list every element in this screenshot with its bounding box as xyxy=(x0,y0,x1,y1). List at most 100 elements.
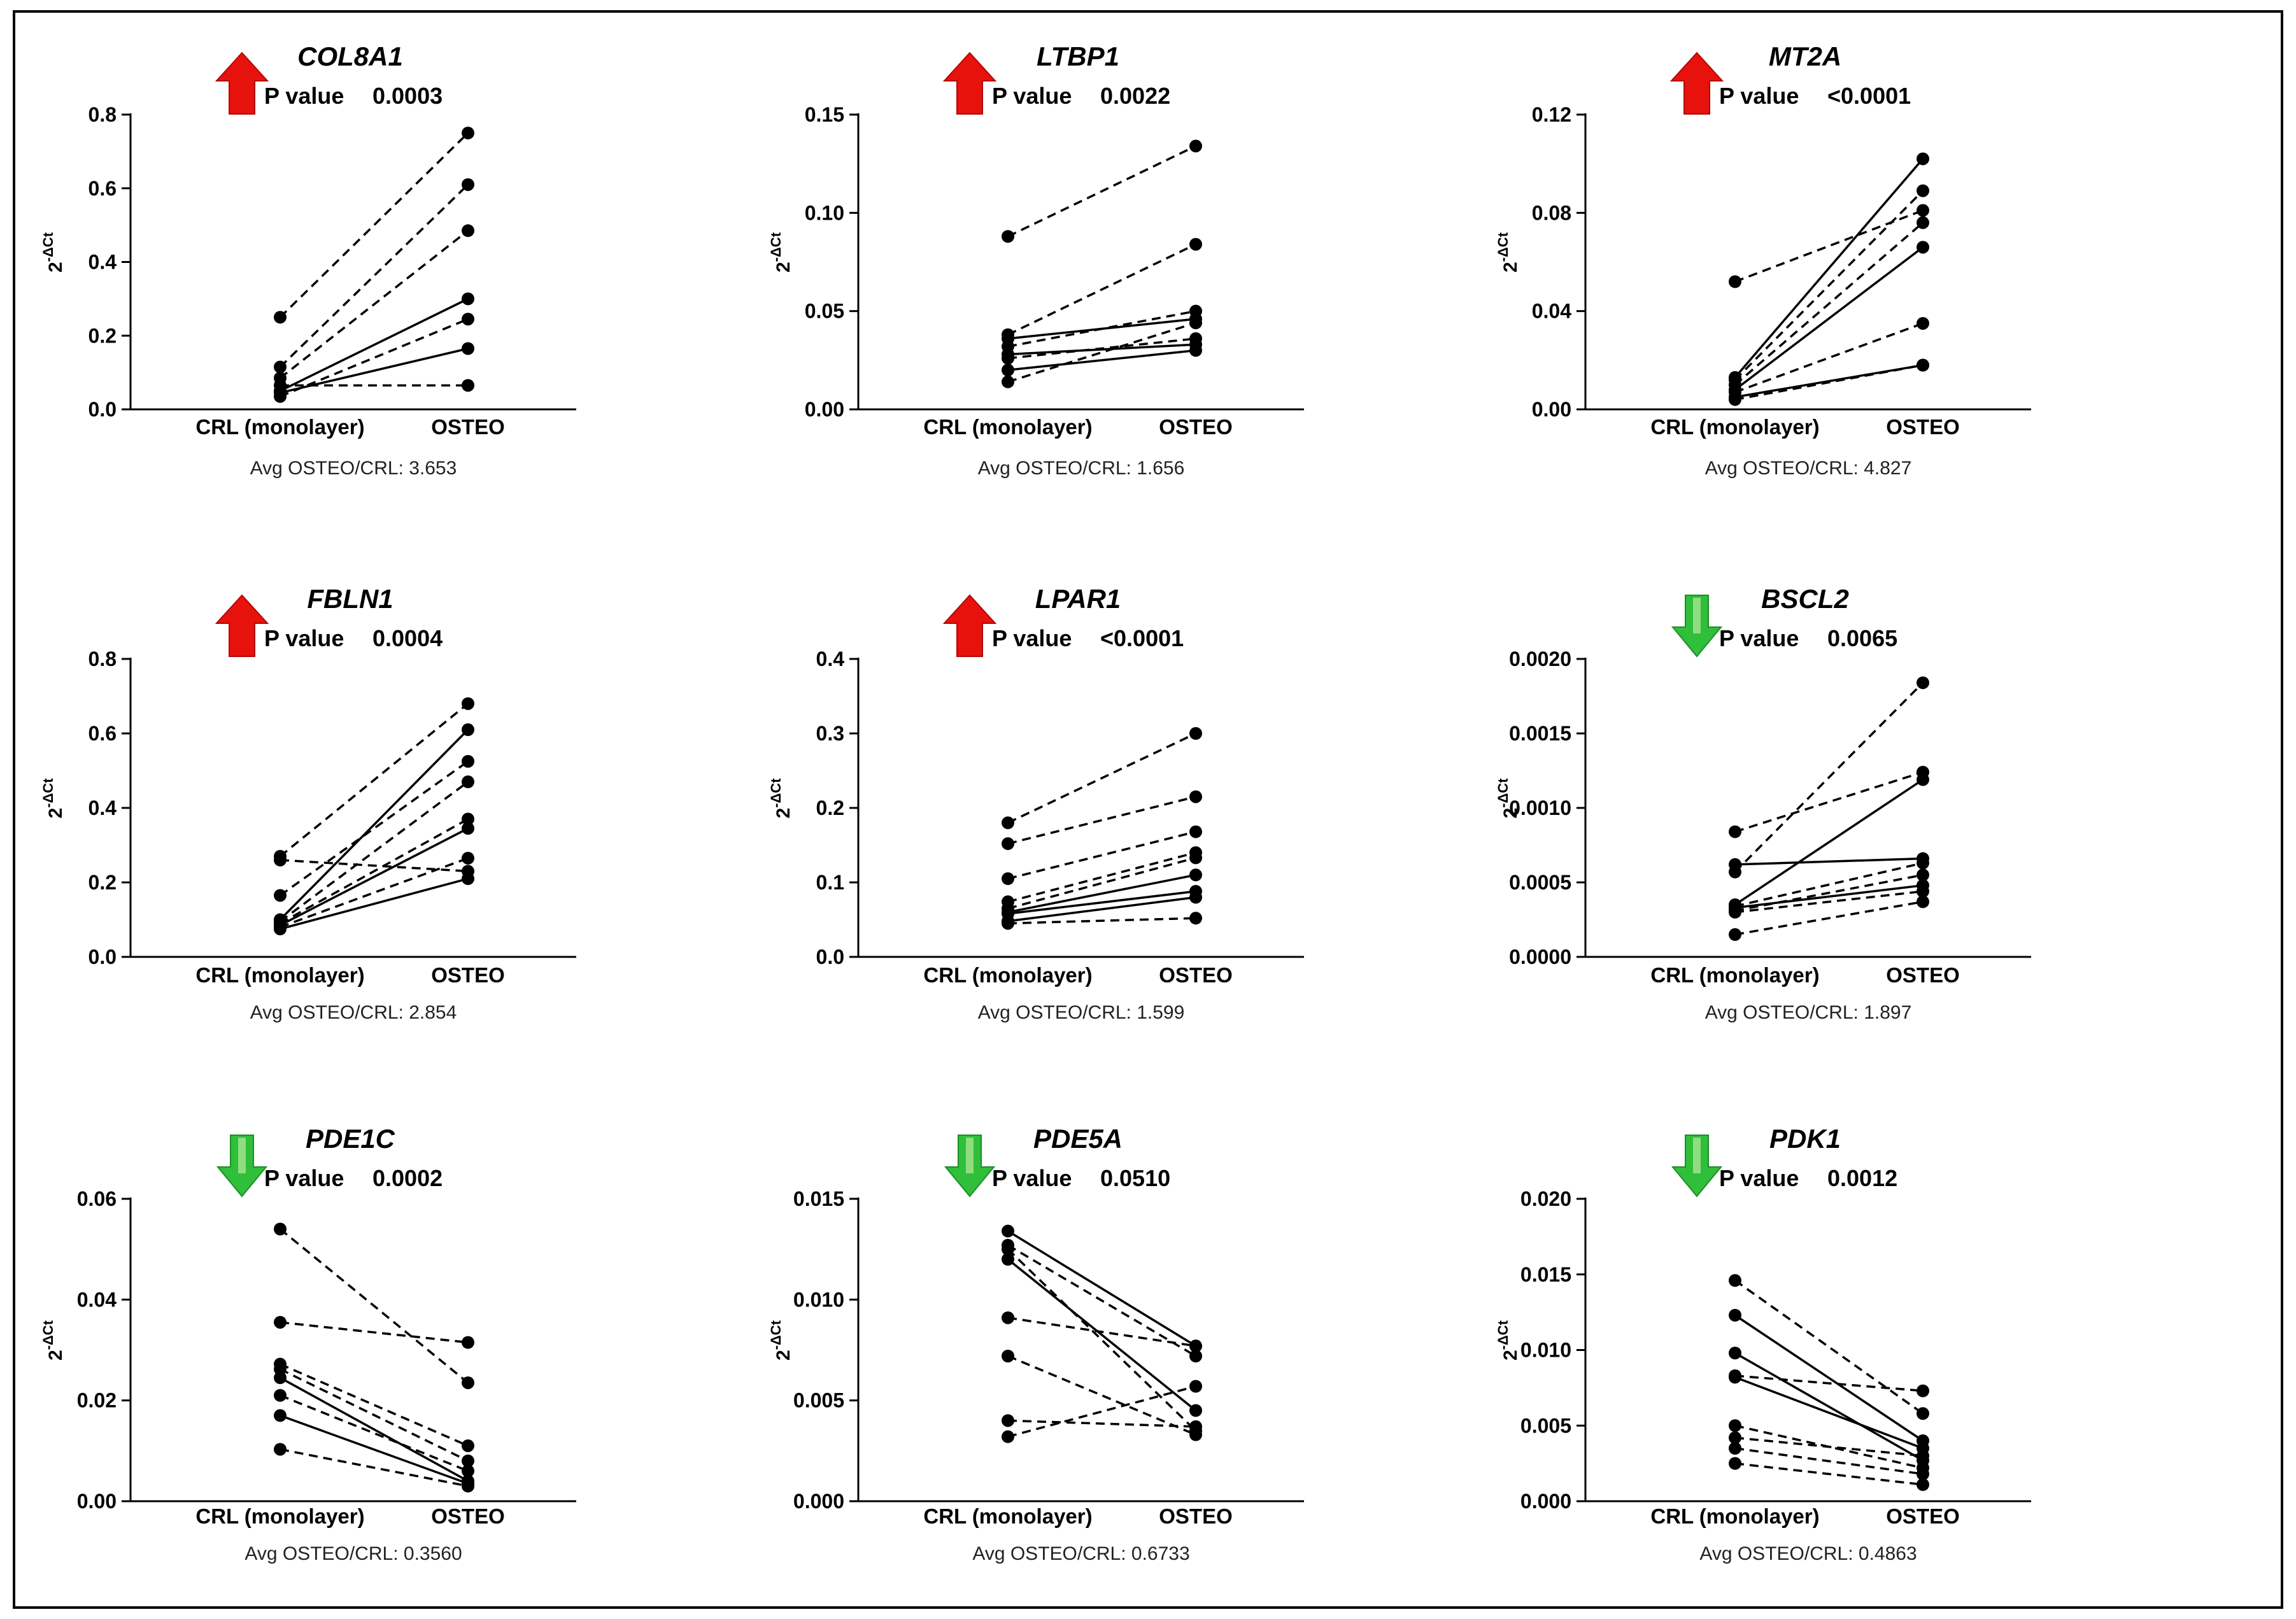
osteo-point xyxy=(462,1464,474,1478)
pair-line xyxy=(279,781,469,923)
y-tick-label: 0.3 xyxy=(816,722,844,745)
osteo-point xyxy=(1189,139,1202,153)
red-up-arrow-icon xyxy=(942,594,997,657)
osteo-point xyxy=(1189,790,1202,803)
x-category-crl: CRL (monolayer) xyxy=(195,963,364,987)
crl-point xyxy=(1729,1457,1741,1470)
pair-line xyxy=(1007,890,1196,915)
crl-point xyxy=(1002,364,1014,377)
crl-point xyxy=(1729,1441,1741,1455)
y-tick-label: 0.015 xyxy=(793,1187,844,1210)
y-axis-label: 2-ΔCt xyxy=(1495,232,1521,272)
y-tick-label: 0.0 xyxy=(816,945,844,968)
pair-line xyxy=(1007,1385,1196,1438)
osteo-point xyxy=(1189,1404,1202,1417)
pair-line xyxy=(1734,682,1924,873)
osteo-point xyxy=(1917,1449,1929,1462)
crl-point xyxy=(1729,905,1741,919)
gene-title: COL8A1 xyxy=(297,41,403,71)
p-value-label: P value xyxy=(992,83,1072,109)
crl-point xyxy=(1729,393,1741,406)
pair-line xyxy=(279,702,469,858)
pair-line xyxy=(1734,222,1924,386)
pair-line xyxy=(1007,1317,1196,1347)
y-tick-label: 0.6 xyxy=(89,177,117,200)
pair-line xyxy=(1734,1436,1924,1457)
pair-line xyxy=(1734,190,1924,381)
arrow-highlight xyxy=(1693,1138,1701,1173)
crl-point xyxy=(1729,825,1741,838)
y-tick-label: 0.2 xyxy=(816,796,844,819)
osteo-point xyxy=(1917,773,1929,786)
avg-ratio: Avg OSTEO/CRL: 2.854 xyxy=(250,1002,457,1023)
p-value-label: P value xyxy=(264,625,344,651)
pair-line xyxy=(279,1228,469,1384)
crl-point xyxy=(1002,872,1014,886)
osteo-point xyxy=(462,1454,474,1467)
x-category-crl: CRL (monolayer) xyxy=(923,415,1092,439)
osteo-point xyxy=(462,379,474,392)
y-tick-label: 0.000 xyxy=(793,1490,844,1513)
pair-line xyxy=(1007,1230,1196,1347)
pair-line xyxy=(1007,1258,1197,1411)
osteo-point xyxy=(1189,851,1202,865)
p-value-label: P value xyxy=(264,1165,344,1191)
y-axis-label: 2-ΔCt xyxy=(768,1320,794,1361)
p-value: 0.0065 xyxy=(1827,625,1897,651)
crl-point xyxy=(1002,230,1014,243)
crl-point xyxy=(1002,1224,1014,1238)
pair-line xyxy=(1734,900,1924,936)
osteo-point xyxy=(1917,184,1929,197)
osteo-point xyxy=(1189,727,1202,740)
chart-panel-col8a1: COL8A1 P value 0.0003 0.0 0.2 0.4 0.6 0.8 2-ΔCt C… xyxy=(40,41,576,479)
pair-line xyxy=(1734,322,1924,393)
osteo-point xyxy=(1189,825,1202,838)
y-tick-label: 0.04 xyxy=(77,1288,117,1311)
osteo-point xyxy=(1189,1380,1202,1393)
pair-line xyxy=(1007,343,1196,356)
pair-line xyxy=(1734,779,1924,906)
pair-line xyxy=(1734,771,1924,833)
y-axis-label: 2-ΔCt xyxy=(768,232,794,272)
pair-line xyxy=(279,728,469,921)
x-category-osteo: OSTEO xyxy=(1159,1504,1233,1528)
crl-point xyxy=(1002,1350,1014,1362)
osteo-point xyxy=(1189,1350,1202,1362)
avg-ratio: Avg OSTEO/CRL: 4.827 xyxy=(1705,458,1912,479)
pair-line xyxy=(280,1376,469,1482)
y-tick-label: 0.8 xyxy=(89,103,117,126)
pair-line xyxy=(1007,896,1196,923)
x-category-osteo: OSTEO xyxy=(431,963,505,987)
red-up-arrow-icon xyxy=(215,52,269,115)
pair-line xyxy=(280,818,469,924)
pair-line xyxy=(1007,243,1196,336)
osteo-point xyxy=(462,697,474,711)
y-axis-label: 2-ΔCt xyxy=(768,778,794,819)
pair-line xyxy=(280,1394,469,1473)
pair-line xyxy=(1007,318,1196,340)
arrow-highlight xyxy=(966,1138,974,1173)
pair-line xyxy=(1734,1352,1924,1462)
osteo-point xyxy=(462,723,474,737)
p-value-label: P value xyxy=(992,1165,1072,1191)
y-tick-label: 0.005 xyxy=(793,1389,844,1412)
pair-line xyxy=(280,1414,469,1485)
pair-line xyxy=(1734,1447,1924,1475)
crl-point xyxy=(274,311,287,324)
pair-line xyxy=(280,297,469,392)
crl-point xyxy=(1002,332,1014,345)
y-axis-label: 2-ΔCt xyxy=(40,1320,66,1361)
y-tick-label: 0.1 xyxy=(816,871,844,894)
y-tick-label: 0.0 xyxy=(89,398,117,421)
avg-ratio: Avg OSTEO/CRL: 1.897 xyxy=(1705,1002,1912,1023)
gene-title: PDE5A xyxy=(1033,1124,1123,1154)
crl-point xyxy=(274,360,287,374)
crl-point xyxy=(1002,348,1014,361)
p-value: <0.0001 xyxy=(1827,83,1911,109)
osteo-point xyxy=(462,872,474,886)
crl-point xyxy=(1002,1253,1014,1266)
crl-point xyxy=(1002,837,1014,851)
avg-ratio: Avg OSTEO/CRL: 0.4863 xyxy=(1699,1543,1917,1564)
gene-title: BSCL2 xyxy=(1761,584,1849,614)
chart-panel-fbln1: FBLN1 P value 0.0004 0.0 0.2 0.4 0.6 0.8 2-ΔCt CR… xyxy=(40,584,576,1023)
